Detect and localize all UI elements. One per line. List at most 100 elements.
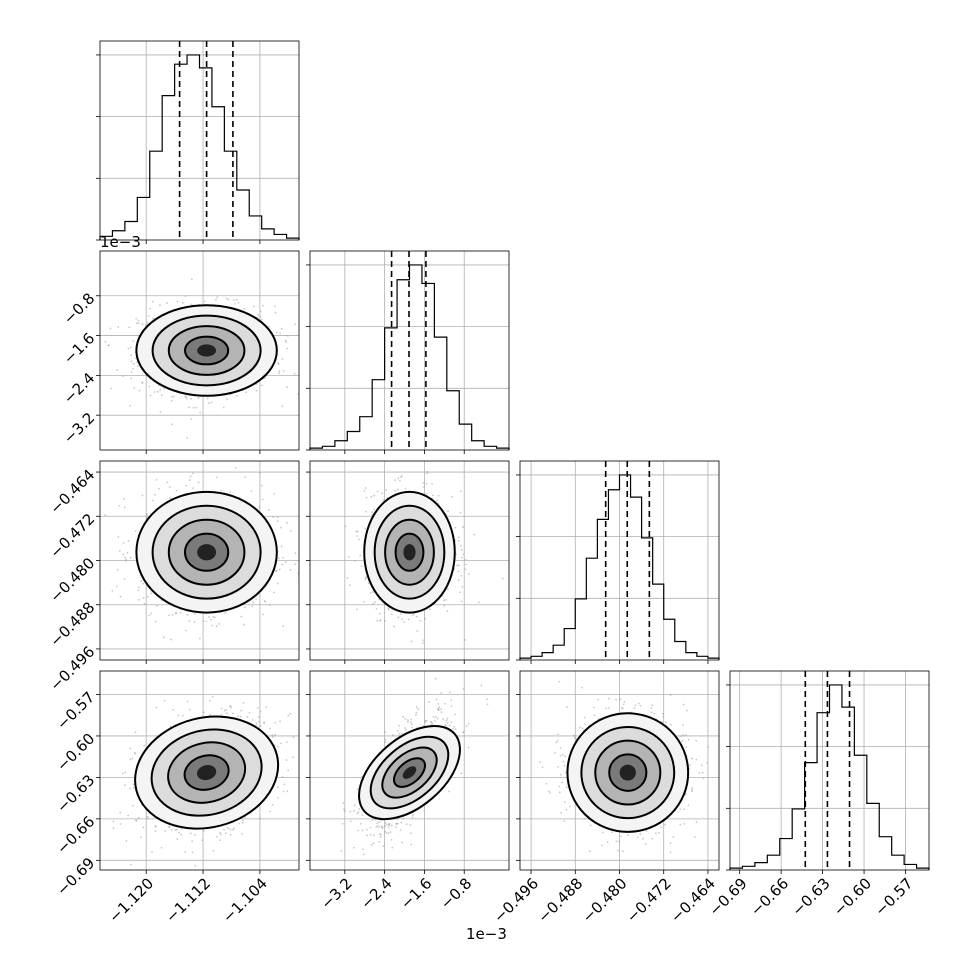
sample-point: [129, 346, 132, 349]
sample-point: [185, 484, 188, 487]
sample-point: [147, 315, 150, 318]
panel-frame: [309, 250, 510, 451]
sample-point: [434, 720, 436, 723]
sample-point: [232, 828, 235, 831]
sample-point: [280, 327, 283, 330]
sample-point: [364, 578, 367, 580]
sample-point: [122, 542, 125, 544]
panel-frame: [99, 40, 300, 241]
sample-point: [353, 560, 356, 563]
sample-point: [229, 833, 232, 836]
sample-point: [272, 516, 275, 518]
sample-point: [402, 716, 405, 718]
contour-line: [167, 325, 246, 376]
sample-point: [170, 828, 173, 831]
sample-point: [132, 783, 135, 786]
sample-point: [374, 601, 376, 604]
sample-point: [154, 493, 156, 496]
sample-point: [276, 516, 279, 519]
sample-point: [162, 636, 165, 639]
panel-1-1: [306, 250, 510, 454]
sample-point: [159, 411, 162, 413]
sample-point: [186, 437, 189, 439]
sample-point: [279, 332, 281, 335]
contour-line: [135, 490, 278, 614]
sample-point: [220, 489, 222, 492]
sample-point: [367, 582, 370, 585]
sample-point: [287, 714, 290, 717]
sample-point: [141, 381, 144, 384]
sample-point: [150, 592, 153, 595]
sample-point: [141, 494, 144, 497]
sample-point: [251, 719, 254, 721]
sample-point: [260, 318, 263, 321]
sample-point: [454, 526, 457, 529]
sample-point: [124, 784, 126, 786]
sample-point: [215, 476, 218, 479]
density-group: [104, 278, 299, 439]
sample-point: [184, 850, 187, 853]
sample-point: [117, 325, 120, 328]
sample-point: [281, 405, 284, 408]
sample-point: [365, 510, 368, 513]
sample-point: [197, 481, 200, 484]
sample-point: [464, 568, 467, 571]
sample-point: [317, 580, 319, 582]
sample-point: [292, 736, 295, 738]
sample-point: [464, 558, 467, 561]
sample-point: [137, 322, 140, 325]
sample-point: [149, 307, 152, 310]
sample-point: [346, 576, 349, 579]
sample-point: [238, 822, 241, 825]
sample-point: [343, 808, 345, 811]
sample-point: [129, 787, 131, 790]
sample-point: [214, 298, 217, 301]
sample-point: [448, 691, 451, 694]
sample-point: [284, 561, 287, 563]
sample-point: [165, 302, 168, 305]
sample-point: [457, 570, 460, 573]
sample-point: [399, 476, 402, 479]
sample-point: [170, 399, 173, 402]
sample-point: [181, 714, 184, 717]
sample-point: [125, 839, 128, 842]
sample-point: [378, 612, 381, 615]
sample-point: [265, 706, 268, 708]
contour-line: [151, 314, 262, 387]
sample-point: [215, 835, 218, 838]
panel-2-2: [516, 460, 720, 664]
sample-point: [112, 827, 115, 830]
sample-point: [130, 360, 133, 363]
sample-point: [141, 323, 144, 326]
sample-point: [179, 611, 182, 614]
sample-point: [138, 389, 141, 392]
sample-point: [294, 552, 297, 555]
sample-point: [372, 602, 374, 605]
sample-point: [174, 829, 177, 831]
sample-point: [404, 488, 407, 490]
sample-point: [130, 377, 132, 380]
sample-point: [222, 406, 225, 409]
sample-point: [465, 563, 467, 566]
sample-point: [117, 536, 120, 538]
sample-point: [159, 389, 162, 391]
sample-point: [148, 614, 151, 617]
sample-point: [278, 372, 280, 375]
sample-point: [454, 713, 457, 716]
contour-line: [363, 490, 456, 614]
sample-point: [201, 839, 204, 842]
sample-point: [445, 719, 448, 722]
sample-point: [132, 787, 135, 789]
sample-point: [130, 863, 132, 866]
sample-point: [176, 838, 179, 840]
sample-point: [153, 391, 156, 393]
sample-point: [236, 394, 238, 397]
sample-point: [286, 347, 289, 350]
sample-point: [156, 605, 158, 607]
sample-point: [187, 406, 190, 409]
sample-point: [365, 496, 368, 499]
sample-point: [434, 716, 437, 718]
sample-point: [385, 489, 388, 491]
sample-point: [286, 521, 289, 524]
sample-point: [220, 833, 222, 836]
